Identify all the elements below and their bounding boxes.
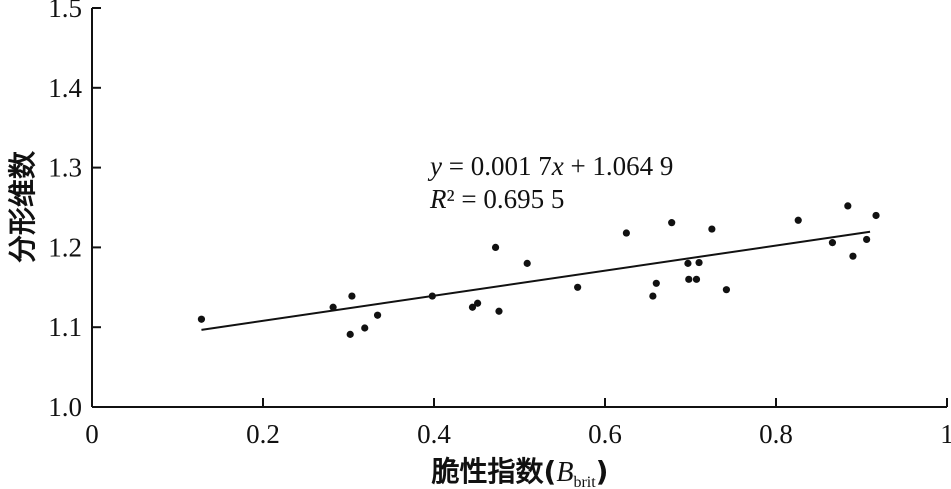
x-ticks: 0 0.2 0.4 0.6 0.8 1	[85, 398, 951, 449]
data-point	[523, 259, 531, 267]
x-tick-label: 0.6	[588, 419, 622, 449]
y-ticks: 1.0 1.1 1.2 1.3 1.4 1.5	[48, 0, 101, 422]
x-tick-label: 1	[940, 419, 951, 449]
data-point	[872, 211, 880, 220]
y-tick-label: 1.5	[48, 0, 82, 23]
data-point	[348, 292, 356, 300]
r2-var: R	[429, 184, 447, 214]
data-point	[495, 307, 503, 315]
data-point	[695, 258, 703, 267]
x-tick-label: 0.2	[246, 419, 280, 449]
data-points	[197, 202, 880, 338]
data-point	[622, 229, 630, 237]
eq-x-var: x	[551, 151, 564, 181]
data-point	[649, 292, 657, 300]
data-point	[692, 275, 701, 283]
x-tick-label: 0.8	[759, 419, 793, 449]
x-tick-label: 0	[85, 419, 99, 449]
trendline	[201, 230, 871, 331]
x-axis-title-text: 脆性指数(	[431, 455, 557, 488]
r-squared-label: R² = 0.695 5	[429, 184, 564, 214]
data-point	[428, 292, 436, 300]
data-point	[346, 330, 354, 338]
data-point	[684, 259, 692, 267]
trendline-group	[201, 230, 871, 331]
axes	[91, 8, 947, 408]
y-tick-label: 1.2	[48, 232, 82, 262]
data-point	[373, 311, 382, 319]
x-axis-title-var: B	[556, 457, 573, 488]
x-axis-title: 脆性指数(Bbrit)	[431, 455, 609, 489]
regression-equation: y = 0.001 7x + 1.064 9	[427, 151, 673, 181]
data-point	[468, 303, 477, 311]
data-point	[652, 279, 660, 287]
y-tick-label: 1.1	[48, 312, 82, 342]
data-point	[668, 219, 676, 227]
eq-y-var: y	[427, 151, 442, 181]
data-point	[491, 243, 500, 251]
eq-slope: = 0.001 7	[442, 151, 552, 181]
data-point	[844, 202, 852, 210]
data-point	[361, 324, 369, 332]
data-point	[708, 225, 716, 233]
data-point	[685, 275, 693, 283]
data-point	[849, 252, 857, 260]
y-tick-label: 1.0	[48, 392, 82, 422]
x-axis-title-sub: brit	[573, 474, 596, 489]
y-tick-label: 1.4	[48, 73, 82, 103]
eq-intercept: + 1.064 9	[564, 151, 674, 181]
y-tick-label: 1.3	[48, 153, 82, 183]
data-point	[863, 235, 871, 244]
data-point	[574, 283, 582, 291]
x-axis-title-end: )	[596, 455, 609, 488]
r2-value: ² = 0.695 5	[447, 184, 565, 214]
data-point	[197, 315, 206, 323]
y-axis-title: 分形维数	[6, 150, 39, 263]
data-point	[474, 299, 482, 307]
data-point	[794, 216, 802, 224]
x-tick-label: 0.4	[417, 419, 451, 449]
data-point	[828, 239, 837, 247]
data-point	[329, 303, 337, 311]
data-point	[722, 286, 731, 294]
